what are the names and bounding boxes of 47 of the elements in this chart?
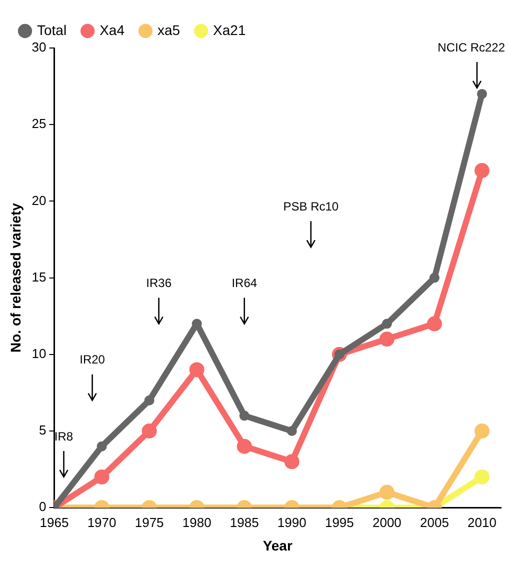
- point: [142, 424, 157, 438]
- point: [286, 426, 297, 436]
- point: [189, 362, 204, 378]
- x-tick-label: 1975: [134, 514, 164, 530]
- legend-label: Xa4: [100, 22, 125, 38]
- x-axis-title: Year: [262, 537, 293, 554]
- point: [474, 469, 490, 484]
- point: [236, 438, 252, 454]
- legend-label: Total: [37, 22, 67, 38]
- point: [382, 318, 392, 329]
- legend-label: xa5: [157, 22, 180, 38]
- annotation: IR8: [54, 429, 74, 444]
- point: [379, 332, 394, 347]
- y-tick-label: 0: [39, 499, 46, 514]
- y-tick-label: 20: [32, 192, 46, 208]
- legend-label: Xa21: [213, 22, 246, 38]
- x-tick-label: 2010: [468, 514, 496, 530]
- x-tick-label: 2005: [420, 514, 449, 530]
- x-tick-label: 2000: [372, 514, 402, 530]
- annotation: PSB Rc10: [283, 199, 339, 214]
- x-tick-label: 1965: [40, 514, 69, 530]
- point: [94, 469, 110, 484]
- y-tick-label: 15: [32, 269, 46, 284]
- point: [96, 441, 107, 452]
- point: [239, 410, 250, 421]
- point: [379, 484, 394, 500]
- annotation: NCIC Rc222: [438, 40, 506, 54]
- y-axis-title: No. of released variety: [7, 202, 24, 353]
- point: [474, 424, 490, 438]
- annotation: IR36: [146, 276, 172, 290]
- x-tick-label: 1980: [182, 514, 212, 530]
- y-tick-label: 30: [32, 40, 46, 55]
- point: [474, 163, 490, 178]
- point: [429, 272, 440, 283]
- annotation: IR20: [80, 352, 106, 367]
- x-tick-label: 1990: [277, 514, 306, 530]
- point: [144, 395, 154, 406]
- annotation: IR64: [232, 276, 258, 290]
- y-tick-label: 10: [32, 346, 46, 361]
- x-tick-label: 1970: [87, 514, 116, 530]
- point: [426, 316, 442, 332]
- x-tick-label: 1985: [230, 514, 259, 530]
- point: [476, 88, 487, 99]
- x-tick-label: 1995: [324, 514, 354, 530]
- y-tick-label: 25: [32, 116, 46, 132]
- y-tick-label: 5: [39, 422, 46, 438]
- point: [284, 454, 300, 470]
